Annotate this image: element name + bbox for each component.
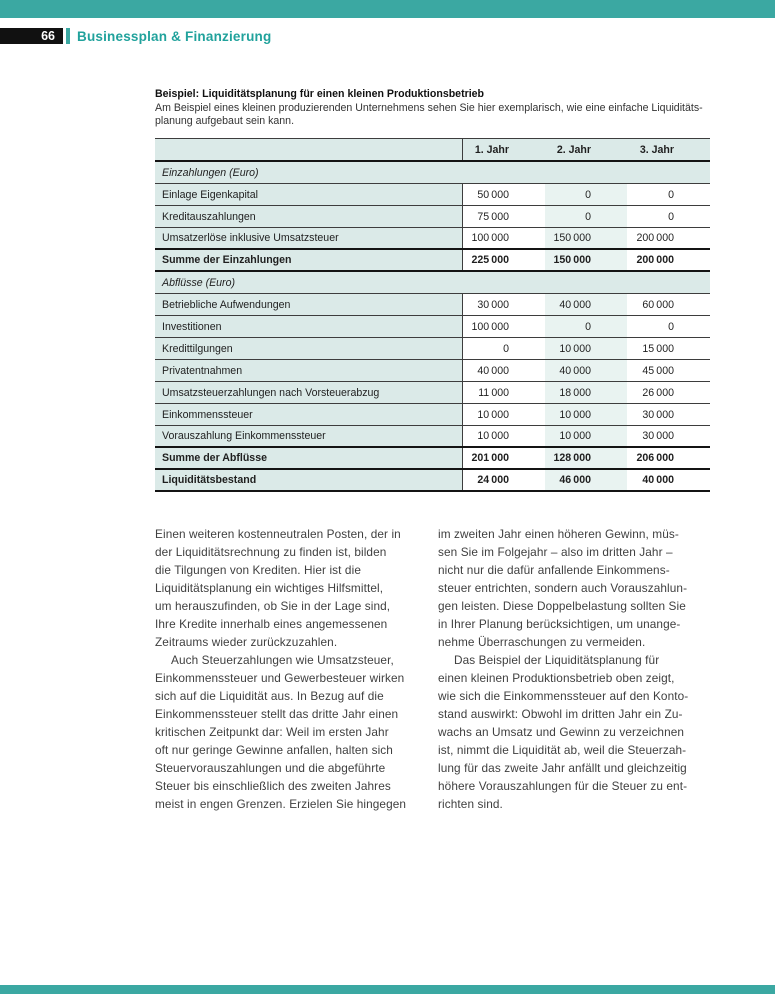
row-value: 30 000 <box>642 430 674 443</box>
row-value: 10 000 <box>545 338 627 360</box>
total-row: Summe der Einzahlungen 225 000 150 000 200 … <box>155 250 710 273</box>
row-value: 60 000 <box>642 298 674 311</box>
paragraph: im zweiten Jahr einen höheren Gewinn, mü… <box>438 527 688 650</box>
accent-tick <box>66 28 70 44</box>
row-value: 10 000 <box>462 404 545 426</box>
row-value: 128 000 <box>545 448 627 469</box>
top-accent-bar <box>0 0 775 18</box>
section-label: Einzahlungen (Euro) <box>155 162 710 184</box>
row-value: 30 000 <box>462 294 545 316</box>
row-value: 0 <box>668 210 674 223</box>
row-value: 26 000 <box>642 386 674 399</box>
table-row: Kreditauszahlungen 75 000 0 0 <box>155 206 710 229</box>
row-label: Umsatzsteuerzahlungen nach Vorsteuerabzu… <box>155 382 462 404</box>
table-row: Investitionen 100 000 0 0 <box>155 316 710 339</box>
row-value: 0 <box>545 316 627 338</box>
row-value: 10 000 <box>462 426 545 447</box>
row-label: Summe der Einzahlungen <box>155 250 462 271</box>
article-left-column: Einen weiteren kostenneutralen Posten, d… <box>155 525 425 813</box>
total-row: Summe der Abflüsse 201 000 128 000 206 000 <box>155 448 710 471</box>
row-value: 100 000 <box>462 228 545 249</box>
table-row: Umsatzerlöse inklusive Umsatzsteuer 100 0… <box>155 228 710 251</box>
row-label: Vorauszahlung Einkommenssteuer <box>155 426 462 447</box>
column-header: 2. Jahr <box>545 139 627 161</box>
row-value: 225 000 <box>462 250 545 271</box>
table-row: Kredittilgungen 0 10 000 15 000 <box>155 338 710 361</box>
table-caption-title: Beispiel: Liquiditätsplanung für einen k… <box>155 88 485 100</box>
row-value: 40 000 <box>462 360 545 382</box>
row-value: 30 000 <box>642 408 674 421</box>
section-row: Abflüsse (Euro) <box>155 272 710 295</box>
row-value: 40 000 <box>545 360 627 382</box>
table-row: Vorauszahlung Einkommenssteuer 10 000 10 0… <box>155 426 710 449</box>
row-value: 46 000 <box>545 470 627 491</box>
row-value: 0 <box>545 184 627 206</box>
table-header-row: 1. Jahr 2. Jahr 3. Jahr <box>155 139 710 163</box>
table-row: Einkommenssteuer 10 000 10 000 30 000 <box>155 404 710 427</box>
page-number: 66 <box>41 29 55 43</box>
row-value: 75 000 <box>462 206 545 228</box>
page-content: Beispiel: Liquiditätsplanung für einen k… <box>155 88 712 813</box>
row-value: 0 <box>668 320 674 333</box>
row-label: Summe der Abflüsse <box>155 448 462 469</box>
section-label: Abflüsse (Euro) <box>155 272 710 294</box>
row-value: 100 000 <box>462 316 545 338</box>
liquidity-table: 1. Jahr 2. Jahr 3. Jahr Einzahlungen (Euro)… <box>155 138 710 493</box>
row-value: 10 000 <box>545 404 627 426</box>
row-label: Einkommenssteuer <box>155 404 462 426</box>
row-value: 0 <box>462 338 545 360</box>
row-value: 150 000 <box>545 250 627 271</box>
row-value: 18 000 <box>545 382 627 404</box>
row-label: Betriebliche Aufwendungen <box>155 294 462 316</box>
row-label: Kredittilgungen <box>155 338 462 360</box>
column-header: 1. Jahr <box>462 139 545 161</box>
row-value: 40 000 <box>545 294 627 316</box>
row-label: Kreditauszahlungen <box>155 206 462 228</box>
paragraph: Das Beispiel der Liquiditätsplanung für … <box>438 653 689 812</box>
section-row: Einzahlungen (Euro) <box>155 162 710 185</box>
column-header: 3. Jahr <box>627 139 710 161</box>
bottom-accent-bar <box>0 985 775 994</box>
row-value: 201 000 <box>462 448 545 469</box>
row-value: 200 000 <box>636 232 674 245</box>
page-number-box: 66 <box>0 28 63 44</box>
row-label: Einlage Eigenkapital <box>155 184 462 206</box>
header-label-cell <box>155 139 462 161</box>
table-caption-subtitle: Am Beispiel eines kleinen produzierenden… <box>155 102 703 128</box>
article: Einen weiteren kostenneutralen Posten, d… <box>155 525 712 813</box>
row-label: Privatentnahmen <box>155 360 462 382</box>
row-value: 40 000 <box>642 474 674 487</box>
article-right-column: im zweiten Jahr einen höheren Gewinn, mü… <box>438 525 712 813</box>
paragraph: Einen weiteren kostenneutralen Posten, d… <box>155 527 401 650</box>
row-value: 15 000 <box>642 342 674 355</box>
row-value: 11 000 <box>462 382 545 404</box>
row-value: 206 000 <box>636 452 674 465</box>
row-value: 0 <box>545 206 627 228</box>
row-label: Umsatzerlöse inklusive Umsatzsteuer <box>155 228 462 249</box>
table-row: Privatentnahmen 40 000 40 000 45 000 <box>155 360 710 383</box>
row-value: 200 000 <box>636 254 674 267</box>
table-row: Einlage Eigenkapital 50 000 0 0 <box>155 184 710 207</box>
row-label: Liquiditätsbestand <box>155 470 462 491</box>
row-value: 50 000 <box>462 184 545 206</box>
table-row: Umsatzsteuerzahlungen nach Vorsteuerabzu… <box>155 382 710 405</box>
row-label: Investitionen <box>155 316 462 338</box>
page-header-title: Businessplan & Finanzierung <box>77 29 272 44</box>
row-value: 24 000 <box>462 470 545 491</box>
table-row: Betriebliche Aufwendungen 30 000 40 000 60 … <box>155 294 710 317</box>
row-value: 150 000 <box>545 228 627 249</box>
row-value: 10 000 <box>545 426 627 447</box>
row-value: 0 <box>668 188 674 201</box>
row-value: 45 000 <box>642 364 674 377</box>
paragraph: Auch Steuerzahlungen wie Umsatzsteuer, E… <box>155 653 407 812</box>
total-row: Liquiditätsbestand 24 000 46 000 40 000 <box>155 470 710 493</box>
